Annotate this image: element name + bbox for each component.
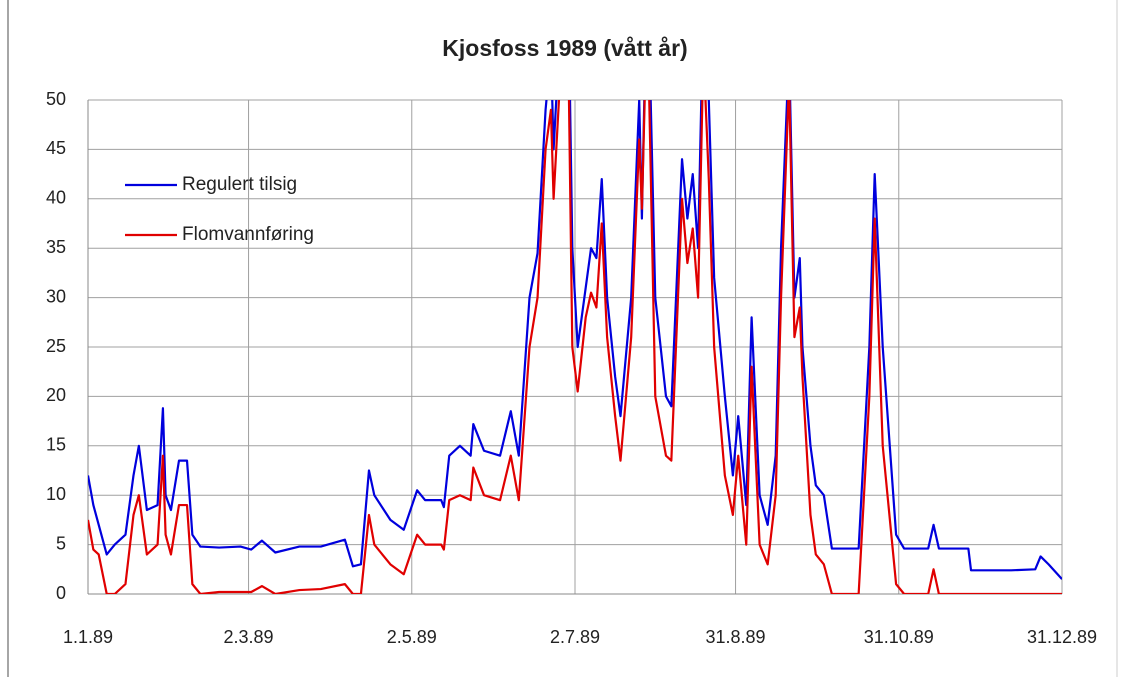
y-tick-label: 20 [46,385,66,405]
legend-label: Flomvannføring [182,224,314,245]
grid [87,99,1063,595]
y-tick-label: 35 [46,237,66,257]
x-tick-label: 2.7.89 [550,627,600,647]
x-tick-label: 1.1.89 [63,627,113,647]
x-tick-label: 31.8.89 [706,627,766,647]
y-tick-label: 0 [56,583,66,603]
x-tick-label: 31.10.89 [864,627,934,647]
x-tick-label: 2.3.89 [224,627,274,647]
y-tick-label: 50 [46,89,66,109]
data-line [88,100,1062,580]
y-tick-label: 15 [46,435,66,455]
y-tick-label: 40 [46,188,66,208]
legend-label: Regulert tilsig [182,174,297,195]
y-tick-label: 5 [56,533,66,553]
y-tick-label: 30 [46,286,66,306]
y-tick-label: 10 [46,484,66,504]
x-tick-label: 2.5.89 [387,627,437,647]
chart-title: Kjosfoss 1989 (vått år) [442,35,687,61]
y-tick-label: 25 [46,336,66,356]
x-tick-label: 31.12.89 [1027,627,1097,647]
y-tick-label: 45 [46,138,66,158]
plot-lines [88,100,1062,594]
data-line [88,100,1062,594]
labels: 0 5 10 15 20 25 30 35 40 45 50 1.1.89 2.3.89 2.5.89 2.… [46,89,1097,647]
